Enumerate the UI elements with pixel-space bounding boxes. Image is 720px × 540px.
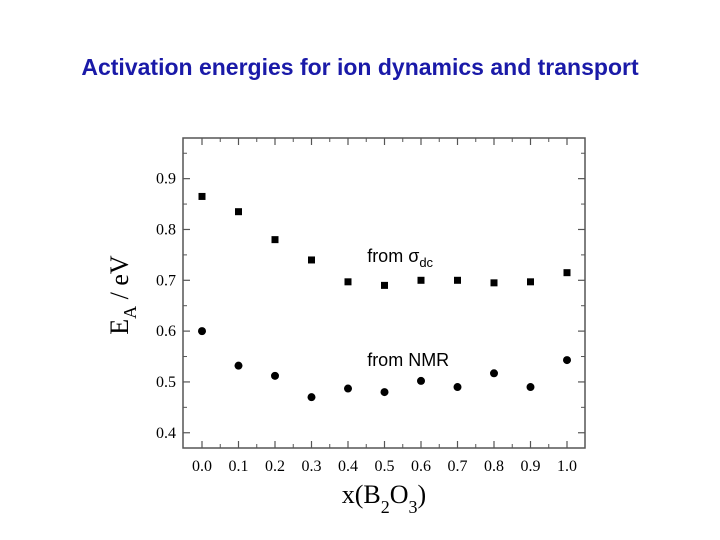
x-tick-label: 0.7	[448, 458, 468, 475]
data-point-square	[490, 279, 498, 287]
x-axis-title-sub1: 2	[381, 497, 390, 517]
x-tick-label: 0.1	[229, 458, 249, 475]
data-point-circle	[198, 327, 206, 336]
data-point-square	[198, 192, 206, 200]
data-point-circle	[490, 369, 498, 378]
x-axis-title: x(B2O3)	[342, 480, 426, 517]
data-point-square	[527, 278, 534, 286]
data-point-square	[344, 278, 352, 286]
x-axis-title-mid: O	[390, 480, 409, 509]
data-point-square	[271, 236, 279, 244]
y-tick-label: 0.7	[156, 272, 176, 289]
y-axis-title-sub: A	[120, 306, 140, 319]
data-point-square	[381, 281, 388, 289]
data-point-circle	[526, 383, 535, 392]
x-tick-label: 0.4	[338, 458, 358, 475]
ticks: 0.0 0.1 0.2 0.3 0.4 0.5 0.6 0.7 0.8 0.9 1.0 0.4 0.5 0…	[156, 138, 585, 475]
data-marks	[198, 192, 571, 402]
annotation-sigma-sub: dc	[419, 255, 433, 270]
data-point-square	[454, 276, 461, 284]
x-axis-title-sub2: 3	[409, 497, 418, 517]
annotation-nmr: from NMR	[367, 350, 449, 370]
x-tick-label: 0.0	[192, 458, 212, 475]
data-point-circle	[344, 384, 352, 393]
x-tick-label: 0.2	[265, 458, 285, 475]
page-title: Activation energies for ion dynamics and…	[81, 54, 639, 80]
y-axis-title-main: E	[105, 319, 134, 335]
data-point-circle	[380, 388, 389, 397]
y-tick-label: 0.6	[156, 323, 176, 340]
data-point-circle	[563, 356, 571, 365]
y-tick-label: 0.4	[156, 425, 176, 442]
data-point-square	[235, 208, 242, 216]
data-point-square	[417, 276, 425, 284]
x-tick-label: 0.9	[521, 458, 541, 475]
x-tick-label: 0.8	[484, 458, 504, 475]
x-tick-label: 0.3	[302, 458, 322, 475]
y-tick-label: 0.9	[156, 171, 176, 188]
annotation-sigma-dc: from σdc	[367, 246, 433, 270]
x-tick-label: 0.6	[411, 458, 431, 475]
y-tick-label: 0.5	[156, 374, 176, 391]
y-axis-title-end: / eV	[105, 255, 134, 306]
annotation-sigma-main: from σ	[367, 246, 419, 266]
data-point-circle	[271, 371, 279, 380]
data-point-circle	[307, 393, 316, 402]
data-point-circle	[234, 361, 243, 370]
x-tick-label: 1.0	[557, 458, 577, 475]
data-point-circle	[417, 376, 425, 385]
y-tick-label: 0.8	[156, 221, 176, 238]
x-axis-title-main: x(B	[342, 480, 381, 509]
plot-frame	[182, 137, 586, 449]
x-tick-label: 0.5	[375, 458, 395, 475]
data-point-square	[563, 269, 571, 277]
x-axis-title-end: )	[418, 480, 427, 509]
data-point-square	[308, 256, 315, 264]
data-point-circle	[453, 383, 462, 392]
y-axis-title: EA / eV	[105, 255, 140, 335]
